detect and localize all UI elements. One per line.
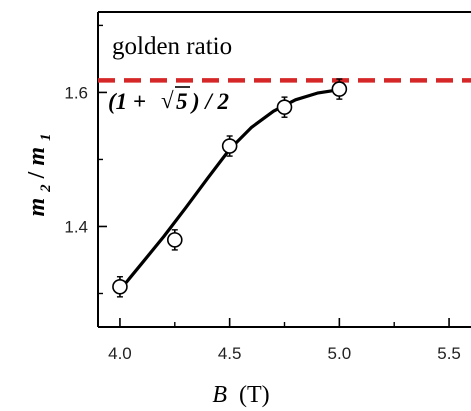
y-axis-title: m 2 / m 1 bbox=[24, 133, 56, 216]
x-tick-label: 5.0 bbox=[328, 344, 352, 363]
y-axis-m1: m bbox=[24, 147, 50, 166]
fit-curve bbox=[118, 88, 341, 292]
formula-radical: √ bbox=[161, 88, 174, 113]
data-point bbox=[112, 278, 128, 295]
golden-ratio-label: golden ratio bbox=[112, 33, 232, 60]
x-axis-variable: B bbox=[212, 382, 227, 408]
data-point bbox=[166, 232, 183, 248]
y-axis-sub-1: 1 bbox=[38, 133, 54, 141]
x-tick-label: 4.5 bbox=[218, 344, 242, 363]
y-tick-label: 1.4 bbox=[64, 217, 88, 236]
axis-ticks: 4.0 4.5 5.0 5.5 1.4 1.6 bbox=[64, 24, 461, 363]
svg-text:m 2 / m: m 2 / m 1 bbox=[24, 133, 56, 216]
formula-open: (1 + bbox=[108, 89, 146, 114]
data-points bbox=[112, 78, 348, 298]
fit-curve-group bbox=[118, 88, 341, 292]
y-axis-slash: / bbox=[24, 171, 50, 179]
x-axis-title: B (T) bbox=[212, 382, 269, 408]
formula-close: ) / 2 bbox=[190, 89, 229, 114]
formula-radicand: 5 bbox=[176, 89, 188, 114]
golden-ratio-formula: (1 + √ 5 ) / 2 bbox=[108, 86, 229, 114]
x-tick-label: 4.0 bbox=[108, 344, 132, 363]
y-tick-label: 1.6 bbox=[64, 83, 88, 102]
data-point bbox=[331, 81, 348, 97]
x-axis-unit: (T) bbox=[239, 382, 270, 408]
y-axis-m2: m bbox=[24, 198, 50, 217]
y-axis-sub-2: 2 bbox=[38, 184, 54, 193]
data-point bbox=[221, 138, 238, 154]
data-point bbox=[276, 99, 293, 115]
x-tick-label: 5.5 bbox=[437, 344, 461, 363]
